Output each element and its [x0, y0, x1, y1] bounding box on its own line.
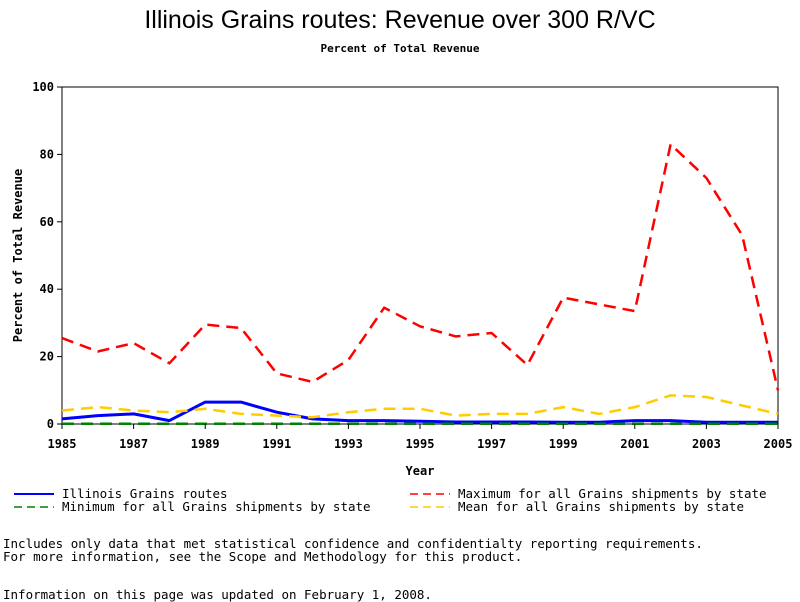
x-tick-label: 1997	[477, 437, 506, 451]
y-tick-label: 100	[32, 80, 54, 94]
note-updated: Information on this page was updated on …	[3, 587, 432, 602]
x-tick-label: 1989	[191, 437, 220, 451]
x-tick-label: 1995	[406, 437, 435, 451]
y-tick-label: 80	[40, 147, 54, 161]
legend: Illinois Grains routes Maximum for all Gr…	[14, 486, 767, 514]
note-methodology: For more information, see the Scope and …	[3, 549, 523, 564]
x-tick-label: 1985	[48, 437, 77, 451]
series-line-4	[61, 394, 779, 419]
chart-title: Illinois Grains routes: Revenue over 300…	[144, 6, 656, 34]
plot-area	[61, 86, 779, 425]
note-confidentiality: Includes only data that met statistical …	[3, 536, 703, 551]
legend-label-4: Mean for all Grains shipments by state	[458, 499, 744, 514]
y-tick-label: 20	[40, 350, 54, 364]
series-lines	[61, 143, 780, 425]
x-tick-label: 2003	[692, 437, 721, 451]
x-axis-title: Year	[406, 464, 435, 478]
legend-label-1: Illinois Grains routes	[62, 486, 228, 501]
legend-label-2: Maximum for all Grains shipments by stat…	[458, 486, 767, 501]
x-tick-label: 2005	[764, 437, 793, 451]
x-tick-label: 1987	[119, 437, 148, 451]
series-line-2	[61, 143, 780, 391]
x-tick-label: 1999	[549, 437, 578, 451]
axes: 0 20 40 60 80 100 1985 1987 1989 1991 1993 1995 1997…	[11, 80, 792, 478]
y-tick-label: 60	[40, 215, 54, 229]
plot-frame	[61, 86, 779, 425]
chart-subtitle: Percent of Total Revenue	[320, 42, 480, 55]
y-tick-label: 40	[40, 282, 54, 296]
y-axis-title: Percent of Total Revenue	[11, 169, 25, 342]
x-tick-label: 1993	[334, 437, 363, 451]
legend-label-3: Minimum for all Grains shipments by stat…	[62, 499, 371, 514]
series-line-1	[61, 400, 778, 424]
x-tick-label: 1991	[262, 437, 291, 451]
y-tick-label: 0	[47, 417, 54, 431]
x-tick-label: 2001	[620, 437, 649, 451]
